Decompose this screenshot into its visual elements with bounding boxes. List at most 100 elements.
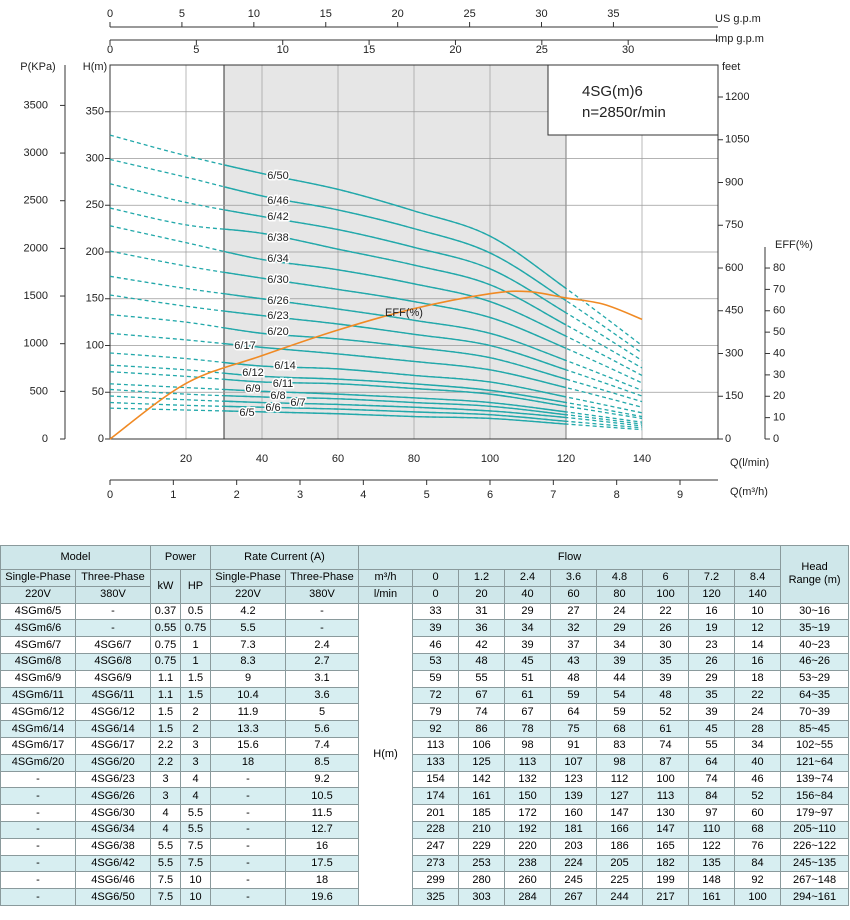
header-cell: kW xyxy=(150,569,181,604)
pump-curve-operating xyxy=(224,186,566,302)
table-cell: 35 xyxy=(642,652,690,671)
table-cell: 0.75 xyxy=(150,636,181,654)
table-cell: 203 xyxy=(550,837,598,856)
y-tick-label: 200 xyxy=(86,246,104,258)
table-cell: 161 xyxy=(688,888,736,906)
table-cell: 53 xyxy=(412,652,460,671)
table-cell: 11.9 xyxy=(210,703,286,722)
table-cell: 10.5 xyxy=(284,787,360,806)
table-cell: 100 xyxy=(642,770,690,789)
table-cell: 4SG6/42 xyxy=(75,854,151,873)
table-cell: 4SG6/11 xyxy=(75,686,151,705)
table-cell: 228 xyxy=(412,820,460,839)
table-cell: 39 xyxy=(412,619,460,638)
table-cell: 185 xyxy=(458,804,506,822)
table-cell: 34 xyxy=(596,636,644,654)
tick-label: 1200 xyxy=(725,91,749,103)
table-row: -4SG6/34 4 5.5-12.7 228 210 192 181 166 147 110 68… xyxy=(0,820,850,839)
tick-label: 25 xyxy=(463,8,475,20)
y-tick-label: 250 xyxy=(86,199,104,211)
table-cell: 4SG6/9 xyxy=(75,669,151,688)
curve-label: 6/12 xyxy=(242,367,263,379)
table-cell: 2 xyxy=(180,720,211,738)
table-cell: 70~39 xyxy=(780,703,850,722)
tick-label: 30 xyxy=(622,44,634,56)
table-cell: 154 xyxy=(412,770,460,789)
tick-label: 40 xyxy=(773,347,785,359)
y-tick-label: 150 xyxy=(86,293,104,305)
header-cell: 20 xyxy=(458,585,506,604)
table-cell: 51 xyxy=(504,669,552,688)
x-tick-label: 60 xyxy=(332,453,344,465)
table-cell: 32 xyxy=(550,619,598,638)
table-cell: 0.37 xyxy=(150,602,181,621)
pump-curve-operating xyxy=(224,400,566,419)
table-cell: 30~16 xyxy=(780,602,850,621)
table-cell: 36 xyxy=(458,619,506,638)
curve-label: 6/38 xyxy=(267,232,288,244)
table-cell: 84 xyxy=(734,854,782,873)
curve-label: 6/26 xyxy=(267,295,288,307)
table-cell: 16 xyxy=(734,652,782,671)
table-row: 4SGm6/17 4SG6/17 2.2 3 15.6 7.4 113 106 98 91 83 74… xyxy=(0,736,850,755)
table-cell: 46 xyxy=(412,636,460,654)
table-cell: 4SG6/50 xyxy=(75,888,151,906)
header-cell: HP xyxy=(180,569,211,604)
table-cell: 86 xyxy=(458,720,506,738)
tick-label: 10 xyxy=(277,44,289,56)
table-cell: 40 xyxy=(734,753,782,772)
table-cell: - xyxy=(0,804,76,822)
tick-label: 7 xyxy=(550,489,556,501)
table-cell: 72 xyxy=(412,686,460,705)
tick-label: 20 xyxy=(392,8,404,20)
table-cell: 16 xyxy=(284,837,360,856)
table-cell: 45 xyxy=(688,720,736,738)
curve-label: 6/30 xyxy=(267,274,288,286)
table-cell: 18 xyxy=(284,871,360,890)
tick-label: 6 xyxy=(487,489,493,501)
table-cell: 74 xyxy=(458,703,506,722)
pump-curve-operating xyxy=(224,310,566,371)
table-cell: 91 xyxy=(550,736,598,755)
header-cell: Single-Phase xyxy=(0,569,76,587)
y-tick-label: 100 xyxy=(86,339,104,351)
table-cell: 83 xyxy=(596,736,644,755)
table-cell: - xyxy=(210,854,286,873)
table-cell: 199 xyxy=(642,871,690,890)
table-cell: 147 xyxy=(642,820,690,839)
table-cell: 59 xyxy=(596,703,644,722)
table-cell: 0.75 xyxy=(180,619,211,638)
axis-title: P(KPa) xyxy=(20,61,55,73)
table-cell: 186 xyxy=(596,837,644,856)
table-cell: 3 xyxy=(180,753,211,772)
table-cell: 127 xyxy=(596,787,644,806)
table-cell: 4SG6/20 xyxy=(75,753,151,772)
table-cell: 1 xyxy=(180,636,211,654)
table-cell: 1.5 xyxy=(150,703,181,722)
tick-label: 300 xyxy=(725,347,743,359)
table-cell: 64~35 xyxy=(780,686,850,705)
table-cell: 30 xyxy=(642,636,690,654)
table-cell: 220 xyxy=(504,837,552,856)
table-cell: 35 xyxy=(688,686,736,705)
table-cell: - xyxy=(210,871,286,890)
header-cell: 120 xyxy=(688,585,736,604)
table-cell: 284 xyxy=(504,888,552,906)
curve-label: 6/17 xyxy=(234,340,255,352)
table-cell: 1.5 xyxy=(180,686,211,705)
header-cell: 100 xyxy=(642,585,690,604)
table-cell: 22 xyxy=(734,686,782,705)
table-cell: 2.2 xyxy=(150,753,181,772)
table-cell: 84 xyxy=(688,787,736,806)
table-cell: 4SG6/34 xyxy=(75,820,151,839)
tick-label: 150 xyxy=(725,390,743,402)
tick-label: 5 xyxy=(179,8,185,20)
table-cell: - xyxy=(0,787,76,806)
table-cell: 39 xyxy=(596,652,644,671)
table-cell: 26 xyxy=(688,652,736,671)
table-cell: 5.5 xyxy=(150,837,181,856)
table-cell: 29 xyxy=(688,669,736,688)
table-cell: 244 xyxy=(596,888,644,906)
table-cell: 182 xyxy=(642,854,690,873)
axis-title: Imp g.p.m xyxy=(715,33,764,45)
